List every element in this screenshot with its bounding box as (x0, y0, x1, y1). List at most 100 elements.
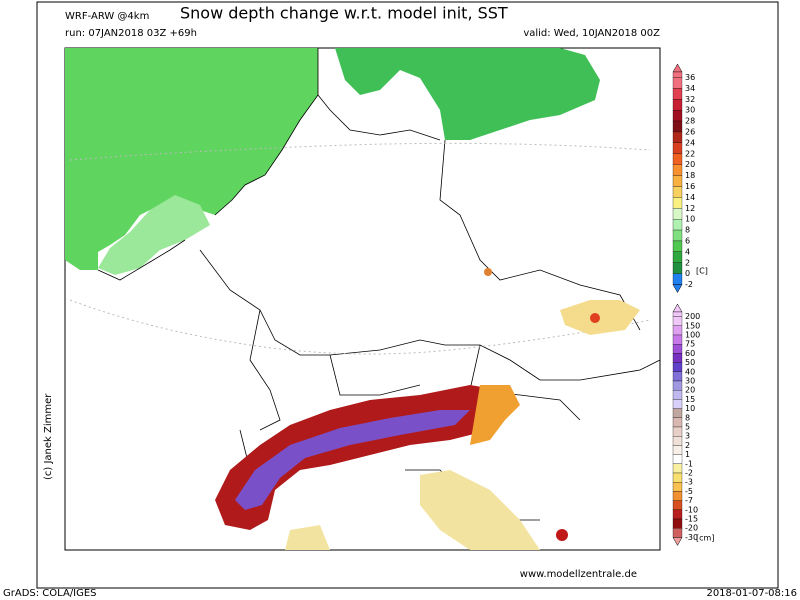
colorbar-arrow (672, 63, 683, 73)
krkonose-snow (484, 268, 492, 276)
model-label: WRF-ARW @4km (65, 11, 149, 22)
colorbar-cell (672, 408, 683, 418)
colorbar-label: 30 (685, 106, 695, 115)
colorbar-cell (672, 251, 683, 263)
colorbar-label: 22 (685, 149, 695, 158)
colorbar-label: 24 (685, 138, 695, 147)
carpathian-peak (590, 313, 600, 323)
colorbar-arrow (672, 537, 683, 546)
colorbar-cell (672, 334, 683, 345)
colorbar-cell (672, 153, 683, 165)
graticule (69, 142, 651, 161)
colorbar-cell (672, 197, 683, 209)
colorbar-cell (672, 325, 683, 336)
colorbar-cell (672, 99, 683, 111)
colorbar-cell (672, 186, 683, 198)
colorbar-cell (672, 399, 683, 409)
colorbar-label: -1 (685, 459, 693, 468)
valid-label: valid: Wed, 10JAN2018 00Z (523, 28, 660, 39)
colorbar-cell (672, 175, 683, 187)
colorbar-cell (672, 472, 683, 483)
colorbar-cell (672, 426, 683, 437)
map-title: Snow depth change w.r.t. model init, SST (180, 4, 508, 23)
colorbar-label: 16 (685, 182, 695, 191)
colorbar-label: 100 (685, 331, 700, 340)
colorbar-cell (672, 362, 683, 372)
colorbar-label: 200 (685, 312, 700, 321)
colorbar-label: 50 (685, 358, 695, 367)
colorbar-cell (672, 353, 683, 363)
colorbar-label: 2 (685, 258, 690, 267)
colorbar-label: 3 (685, 432, 690, 441)
baltic-sea (335, 48, 600, 140)
colorbar-cell (672, 417, 683, 428)
colorbar-cell (672, 316, 683, 326)
colorbar-cell (672, 463, 683, 474)
colorbar-label: 20 (685, 386, 695, 395)
colorbar-label: 75 (685, 340, 695, 349)
colorbar-cell (672, 77, 683, 89)
colorbar-label: 26 (685, 127, 695, 136)
colorbar-label: 60 (685, 349, 695, 358)
colorbar-label: 18 (685, 171, 695, 180)
colorbar-cell (672, 344, 683, 354)
colorbar-label: 30 (685, 377, 695, 386)
credit: (c) Janek Zimmer (43, 393, 54, 480)
balkan-snow (556, 529, 568, 541)
colorbar-cell (672, 131, 683, 143)
colorbar-label: 150 (685, 321, 700, 330)
colorbar-cell (672, 528, 683, 538)
colorbar-cell (672, 120, 683, 133)
colorbar-cell (672, 88, 683, 100)
colorbar-cell (672, 311, 683, 317)
colorbar-cell (672, 142, 683, 154)
colorbar-arrow (672, 284, 683, 294)
colorbar-label: -30 (685, 533, 698, 542)
map (64, 47, 661, 551)
colorbar-cell (672, 491, 683, 501)
run-label: run: 07JAN2018 03Z +69h (65, 28, 197, 39)
ligurian-sea (285, 525, 330, 550)
colorbar-label: 36 (685, 73, 695, 82)
colorbar-label: -3 (685, 478, 693, 487)
colorbar-label: 15 (685, 395, 695, 404)
colorbar-cell (672, 273, 683, 285)
colorbar-cell (672, 454, 683, 464)
colorbar-label: 10 (685, 215, 695, 224)
colorbar-label: -20 (685, 524, 698, 533)
colorbar-cell (672, 436, 683, 446)
colorbar-cell (672, 380, 683, 391)
colorbar-cell (672, 371, 683, 382)
colorbar-cell (672, 71, 683, 78)
colorbar-label: 0 (685, 269, 690, 278)
alps-snow-peak (235, 410, 470, 510)
colorbar-label: -15 (685, 515, 698, 524)
colorbar-cell (672, 445, 683, 455)
colorbar-label: -2 (685, 280, 693, 289)
website: www.modellzentrale.de (520, 569, 637, 580)
colorbar-label: -10 (685, 505, 698, 514)
colorbar-label: 28 (685, 117, 695, 126)
colorbar-cell (672, 390, 683, 400)
colorbar-cell (672, 482, 683, 492)
colorbars: 363432302826242220181614121086420-2[C]20… (672, 63, 714, 546)
colorbar-label: 12 (685, 204, 695, 213)
colorbar-label: 34 (685, 84, 695, 93)
colorbar-cell (672, 218, 683, 231)
colorbar-label: 8 (685, 413, 690, 422)
colorbar-label: 20 (685, 160, 695, 169)
colorbar-cell (672, 500, 683, 510)
colorbar-label: -5 (685, 487, 693, 496)
colorbar-label: 2 (685, 441, 690, 450)
colorbar-cell (672, 518, 683, 529)
adriatic-sea (420, 470, 540, 550)
colorbar-arrow (672, 303, 683, 313)
colorbar-label: 14 (685, 193, 695, 202)
colorbar-cell (672, 110, 683, 122)
colorbar-label: -2 (685, 469, 693, 478)
channel-sea (98, 195, 210, 275)
colorbar-cell (672, 262, 683, 274)
colorbar-label: 10 (685, 404, 695, 413)
alps-snow-east (470, 385, 520, 445)
